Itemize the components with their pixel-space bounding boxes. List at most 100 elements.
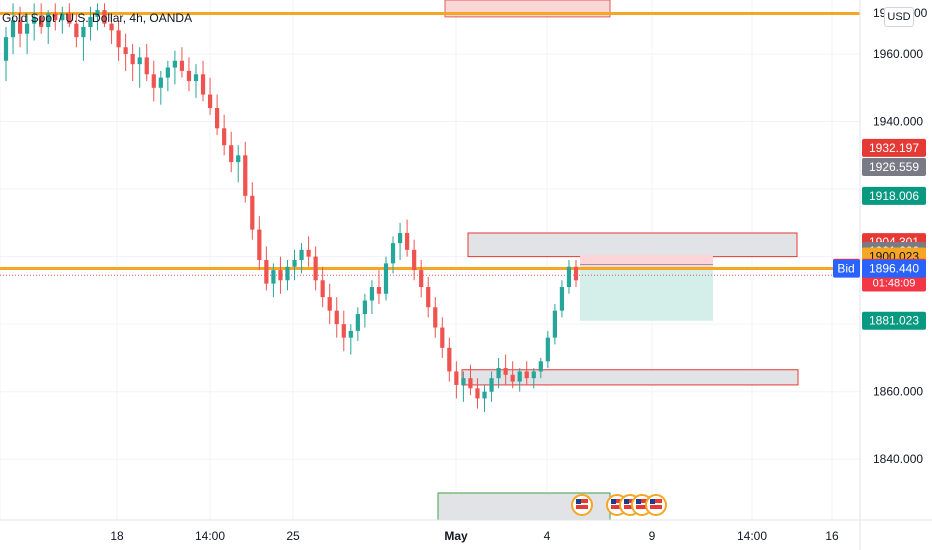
candle-body — [130, 54, 135, 65]
candle — [17, 6, 23, 48]
candle — [369, 280, 375, 315]
flag-stripe — [576, 505, 588, 509]
candle — [334, 297, 339, 338]
flag-stripe — [624, 505, 636, 509]
time-axis-bg[interactable] — [0, 520, 932, 550]
price-label-bg — [862, 157, 926, 176]
us-flag-event-icon[interactable] — [571, 494, 593, 516]
candle-body — [193, 74, 199, 82]
y-tick-label: 1860.000 — [873, 385, 923, 399]
horizontal-lines[interactable] — [0, 12, 860, 276]
candle-body — [405, 232, 410, 250]
price-label[interactable]: 1896.440 Bid — [833, 259, 926, 278]
price-label-text: 1918.006 — [869, 189, 919, 203]
candle-body — [264, 260, 269, 284]
us-flag-event-icon[interactable] — [645, 494, 667, 516]
candle — [482, 384, 487, 412]
candle — [355, 307, 360, 342]
candle — [320, 266, 325, 308]
price-label-text: 1932.197 — [869, 141, 919, 155]
candle-body — [17, 20, 23, 34]
candle-body — [144, 57, 149, 75]
candle-body — [531, 371, 536, 379]
candle-body — [229, 145, 234, 163]
currency-button[interactable]: USD — [884, 7, 914, 27]
candle-body — [538, 361, 543, 372]
zone-rect[interactable] — [461, 369, 799, 386]
candle — [545, 330, 550, 369]
candle — [433, 297, 438, 338]
candle — [74, 13, 79, 48]
candle — [271, 263, 276, 298]
candle — [313, 246, 318, 291]
price-label-bg — [862, 311, 926, 330]
candle — [95, 3, 100, 31]
candle — [215, 94, 220, 136]
candle — [341, 310, 346, 352]
candle — [39, 3, 44, 34]
candle-body — [102, 10, 107, 24]
candle — [32, 3, 37, 41]
candle-body — [10, 20, 16, 38]
x-tick-label: 25 — [286, 529, 300, 543]
x-tick-label: 9 — [649, 529, 656, 543]
candle-body — [116, 30, 121, 48]
candle — [468, 364, 473, 396]
candle — [151, 60, 156, 102]
flag-stripe — [611, 499, 623, 503]
price-label-text: 1926.559 — [869, 160, 919, 174]
candle-body — [440, 327, 445, 348]
candle-body — [207, 94, 213, 109]
price-label[interactable]: 1918.006 — [862, 186, 926, 205]
candle — [172, 50, 177, 85]
candle-body — [123, 47, 128, 55]
candle-body — [475, 388, 480, 399]
candle-body — [179, 60, 185, 71]
candle — [165, 60, 170, 92]
flag-stripe — [624, 503, 636, 505]
candle-body — [454, 371, 459, 385]
flag-stripe — [576, 499, 588, 503]
candlestick-series — [3, 3, 579, 412]
flag-stripe — [624, 499, 636, 503]
candle — [46, 10, 51, 44]
candle-body — [236, 155, 241, 163]
price-label-bg — [862, 259, 926, 278]
candle — [426, 276, 431, 318]
candle — [186, 57, 192, 92]
candle — [510, 361, 515, 389]
flag-stripe — [611, 505, 623, 509]
economic-events[interactable] — [571, 494, 667, 516]
stop-loss-area[interactable] — [580, 254, 713, 269]
candle — [531, 368, 536, 389]
price-label[interactable]: 1932.197 — [862, 138, 926, 157]
candle-body — [510, 374, 515, 382]
flag-stripe — [636, 499, 648, 503]
price-label[interactable]: 1926.559 — [862, 157, 926, 176]
candle — [573, 260, 579, 288]
price-scale-labels: 1932.1971926.5591918.0061904.3011901.666… — [833, 138, 926, 330]
candle-body — [3, 37, 9, 61]
candle — [109, 13, 114, 44]
candle — [229, 131, 234, 173]
candle-body — [172, 60, 177, 68]
candle — [25, 13, 30, 55]
take-profit-area[interactable] — [580, 268, 713, 321]
candle-body — [271, 270, 276, 284]
candle — [306, 236, 311, 267]
candle-body — [320, 280, 325, 298]
short-position-tool[interactable] — [580, 254, 713, 321]
zone-rect[interactable] — [467, 232, 798, 258]
candle — [257, 216, 262, 271]
x-tick-label: May — [444, 529, 468, 543]
candle-body — [81, 27, 86, 38]
candle-body — [334, 310, 339, 325]
x-tick-label: 14:00 — [737, 529, 767, 543]
price-label[interactable]: 1881.023 — [862, 311, 926, 330]
price-label-text: 1896.440 — [869, 262, 919, 276]
candle-body — [67, 13, 72, 24]
candle-body — [278, 270, 283, 281]
candle-body — [496, 368, 501, 379]
candle — [412, 239, 417, 281]
